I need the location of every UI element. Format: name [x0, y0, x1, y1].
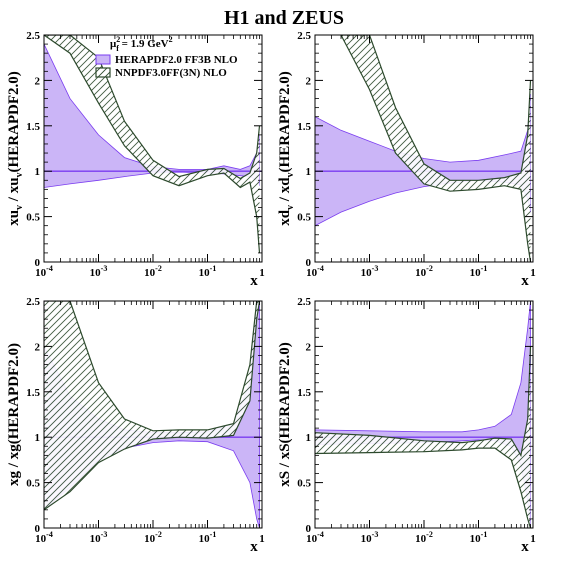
y-tick-label: 1.5 [297, 387, 311, 399]
y-tick-label: 1.5 [297, 121, 311, 133]
legend-entry-1: HERAPDF2.0 FF3B NLO [95, 54, 238, 66]
x-axis-title: x [521, 539, 529, 555]
nnpdf-lower-edge [315, 447, 532, 528]
y-tick-label: 2.5 [26, 30, 40, 42]
y-axis-title: xuv / xuv(HERAPDF2.0) [6, 71, 25, 226]
x-tick-label: 10-1 [470, 530, 488, 545]
y-tick-label: 1 [306, 432, 312, 444]
nnpdf-upper-edge [44, 301, 260, 432]
x-tick-label: 10-1 [470, 264, 488, 279]
legend-swatch [95, 67, 111, 78]
y-tick-label: 1.5 [26, 121, 40, 133]
x-tick-label: 10-2 [415, 264, 433, 279]
x-tick-label: 10-1 [199, 264, 217, 279]
y-tick-label: 1 [306, 166, 312, 178]
x-axis-title: x [250, 539, 258, 555]
y-tick-label: 2 [35, 75, 41, 87]
x-tick-label: 10-3 [90, 264, 108, 279]
x-tick-label: 10-4 [306, 264, 324, 279]
y-tick-label: 0 [306, 523, 312, 535]
nnpdf-lower-edge [44, 35, 261, 253]
plot-frame [314, 300, 534, 529]
y-tick-label: 2.5 [297, 296, 311, 308]
x-tick-label: 10-4 [306, 530, 324, 545]
plot-area [315, 301, 533, 528]
x-tick-label: 10-3 [90, 530, 108, 545]
nnpdf-upper-edge [44, 35, 261, 180]
nnpdf-lower-edge [340, 35, 532, 262]
y-tick-label: 2.5 [26, 296, 40, 308]
hera-band [315, 301, 531, 528]
x-tick-label: 10-2 [144, 264, 162, 279]
nnpdf-band [44, 35, 260, 253]
y-tick-label: 2 [35, 341, 41, 353]
y-tick-label: 2.5 [297, 30, 311, 42]
x-tick-label: 1 [530, 533, 536, 545]
nnpdf-upper-edge [315, 346, 532, 458]
y-tick-label: 1 [35, 432, 41, 444]
legend-label: HERAPDF2.0 FF3B NLO [115, 54, 238, 66]
y-tick-label: 0 [306, 257, 312, 269]
x-tick-label: 10-2 [144, 530, 162, 545]
y-tick-label: 1.5 [26, 387, 40, 399]
y-axis-title: xS / xS(HERAPDF2.0) [277, 342, 293, 487]
hera-band [315, 93, 531, 227]
x-tick-label: 10-4 [35, 264, 53, 279]
y-tick-label: 2 [306, 75, 312, 87]
nnpdf-band [44, 301, 260, 510]
legend-label: NNPDF3.0FF(3N) NLO [115, 67, 227, 79]
nnpdf-band [315, 346, 531, 528]
y-tick-label: 1 [35, 166, 41, 178]
x-tick-label: 1 [259, 533, 265, 545]
legend-swatch [95, 54, 111, 65]
x-tick-label: 1 [259, 267, 265, 279]
nnpdf-lower-edge [44, 301, 261, 511]
x-tick-label: 10-4 [35, 530, 53, 545]
y-tick-label: 0.5 [26, 212, 40, 224]
x-axis-title: x [250, 273, 258, 289]
y-tick-label: 0 [35, 523, 41, 535]
y-axis-title: xg / xg(HERAPDF2.0) [6, 343, 22, 486]
figure-title: H1 and ZEUS [224, 7, 344, 29]
x-tick-label: 1 [530, 267, 536, 279]
x-tick-label: 10-1 [199, 530, 217, 545]
y-tick-label: 2 [306, 341, 312, 353]
legend-entry-2: NNPDF3.0FF(3N) NLO [95, 67, 227, 79]
x-axis-title: x [521, 273, 529, 289]
y-axis-title: xdv / xdv(HERAPDF2.0) [277, 71, 296, 226]
plot-area [315, 35, 533, 262]
y-tick-label: 0 [35, 257, 41, 269]
y-tick-label: 0.5 [297, 478, 311, 490]
y-tick-label: 0.5 [297, 212, 311, 224]
y-tick-label: 0.5 [26, 478, 40, 490]
plot-area [44, 35, 262, 253]
x-tick-label: 10-3 [361, 264, 379, 279]
nnpdf-upper-edge [341, 35, 532, 181]
legend-scale-label: μ2 f = 1.9 GeV2 [110, 35, 173, 53]
x-tick-label: 10-3 [361, 530, 379, 545]
plot-area [44, 301, 262, 528]
x-tick-label: 10-2 [415, 530, 433, 545]
nnpdf-band [341, 35, 531, 262]
